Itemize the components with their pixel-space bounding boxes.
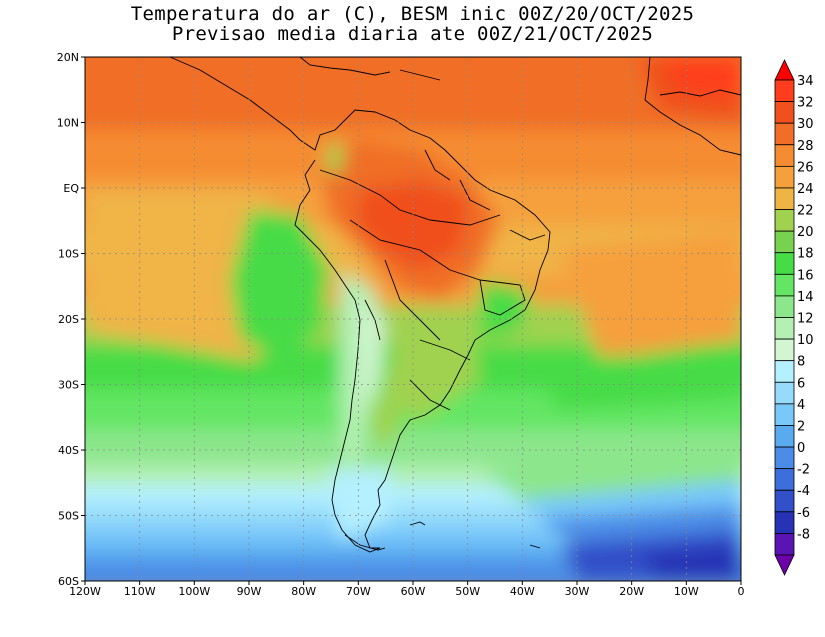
gridlines — [85, 57, 741, 581]
colorbar-label: 10 — [797, 333, 814, 348]
coastlines — [169, 56, 742, 553]
colorbar-swatch — [774, 533, 795, 556]
colorbar-label: -2 — [797, 463, 810, 478]
colorbar-label: 16 — [797, 268, 814, 283]
colorbar-label: 20 — [797, 225, 814, 240]
lon-tick-label: 70W — [346, 585, 371, 598]
colorbar-swatch — [774, 360, 795, 383]
colorbar-label: 0 — [797, 441, 805, 456]
colorbar-swatch — [774, 252, 795, 275]
lon-tick-label: 120W — [69, 585, 101, 598]
lon-tick-label: 90W — [237, 585, 262, 598]
lon-tick-label: 80W — [291, 585, 316, 598]
colorbar-label: 26 — [797, 160, 814, 175]
lon-tick-label: 60W — [401, 585, 426, 598]
map-title: Temperatura do ar (C), BESM inic 00Z/20/… — [130, 3, 695, 25]
temperature-field — [85, 57, 741, 581]
lon-tick-label: 110W — [124, 585, 156, 598]
lon-tick-label: 10W — [674, 585, 699, 598]
colorbar-swatch — [774, 317, 795, 340]
colorbar-swatch — [774, 511, 795, 534]
colorbar-label: 18 — [797, 247, 814, 262]
lat-tick-label: 30S — [58, 379, 79, 392]
colorbar-swatch — [774, 381, 795, 405]
lat-tick-label: 40S — [58, 444, 79, 457]
colorbar-swatch — [774, 144, 795, 167]
colorbar-swatch — [774, 187, 795, 210]
colorbar-swatch — [774, 209, 795, 232]
lat-tick-label: 10N — [57, 117, 79, 130]
colorbar-label: 28 — [797, 139, 814, 154]
colorbar-swatch — [774, 425, 795, 448]
colorbar-label: 2 — [797, 419, 805, 434]
latitude-labels: 20N 10N EQ 10S 20S 30S 40S 50S 60S — [57, 51, 85, 588]
colorbar-swatch — [774, 295, 795, 318]
longitude-labels: 120W 110W 100W 90W 80W 70W 60W 50W 40W 30W 20W 10W 0 — [69, 581, 745, 598]
colorbar-label: 22 — [797, 204, 814, 219]
colorbar-swatch — [774, 122, 795, 146]
colorbar-swatch — [774, 489, 795, 513]
colorbar-swatch — [774, 338, 795, 362]
lon-tick-label: 100W — [178, 585, 210, 598]
lon-tick-label: 20W — [619, 585, 644, 598]
lat-tick-label: 20N — [57, 51, 79, 64]
colorbar-swatch — [774, 165, 795, 189]
lon-tick-label: 50W — [455, 585, 480, 598]
colorbar-label: 34 — [797, 74, 814, 89]
colorbar-label: 12 — [797, 312, 814, 327]
map-subtitle: Previsao media diaria ate 00Z/21/OCT/202… — [171, 23, 654, 45]
colorbar-swatch — [774, 468, 795, 491]
colorbar-label: -6 — [797, 506, 810, 521]
colorbar-bottom-arrow — [774, 554, 795, 576]
colorbar-top-arrow — [774, 59, 795, 81]
colorbar-label: 30 — [797, 117, 814, 132]
colorbar-label: 24 — [797, 182, 814, 197]
lon-tick-label: 30W — [565, 585, 590, 598]
lat-tick-label: 60S — [58, 575, 79, 588]
lat-tick-label: 20S — [58, 313, 79, 326]
colorbar-swatch — [774, 230, 795, 254]
colorbar-label: 14 — [797, 290, 814, 305]
colorbar-label: -4 — [797, 484, 810, 499]
colorbar-swatch — [774, 273, 795, 297]
colorbar-swatch — [774, 101, 795, 124]
lon-tick-label: 0 — [738, 585, 745, 598]
lat-tick-label: 10S — [58, 248, 79, 261]
colorbar-label: -8 — [797, 527, 810, 542]
lon-tick-label: 40W — [510, 585, 535, 598]
colorbar-swatch — [774, 79, 795, 102]
colorbar-label: 4 — [797, 398, 805, 413]
colorbar-label: 32 — [797, 96, 814, 111]
lat-tick-label: EQ — [63, 182, 79, 195]
colorbar-swatch — [774, 403, 795, 426]
lat-tick-label: 50S — [58, 510, 79, 523]
colorbar-label: 8 — [797, 355, 805, 370]
colorbar-label: 6 — [797, 376, 805, 391]
colorbar-swatch — [774, 446, 795, 470]
